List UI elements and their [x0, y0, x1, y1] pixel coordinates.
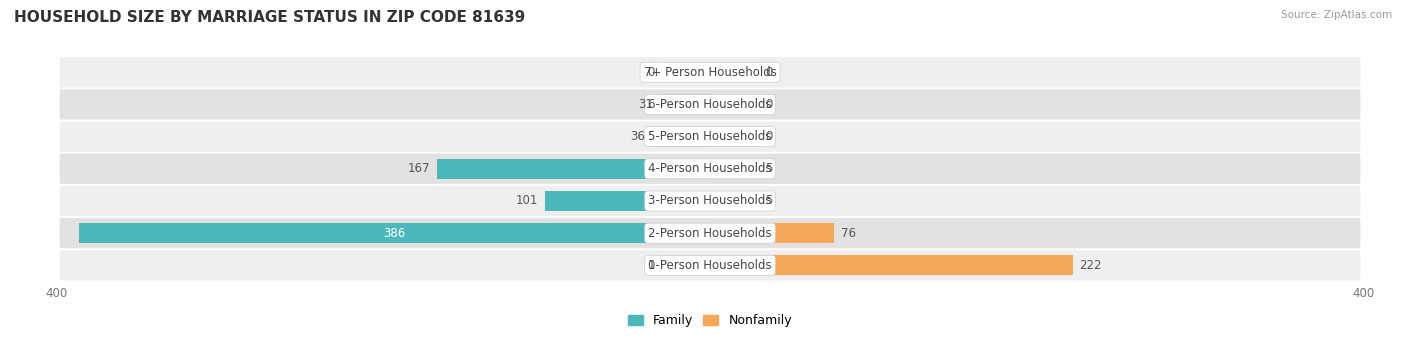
Text: 4-Person Households: 4-Person Households — [648, 162, 772, 175]
FancyBboxPatch shape — [59, 89, 1361, 120]
Text: 5: 5 — [766, 162, 773, 175]
Bar — [710, 255, 1073, 275]
Text: 3-Person Households: 3-Person Households — [648, 194, 772, 207]
Bar — [79, 223, 710, 243]
Bar — [546, 191, 710, 211]
Text: 5-Person Households: 5-Person Households — [648, 130, 772, 143]
Bar — [651, 127, 710, 147]
Text: 31: 31 — [638, 98, 652, 111]
Text: HOUSEHOLD SIZE BY MARRIAGE STATUS IN ZIP CODE 81639: HOUSEHOLD SIZE BY MARRIAGE STATUS IN ZIP… — [14, 10, 526, 25]
FancyBboxPatch shape — [59, 57, 1361, 87]
Bar — [659, 94, 710, 115]
Bar — [437, 159, 710, 179]
Bar — [710, 159, 759, 179]
Text: 6-Person Households: 6-Person Households — [648, 98, 772, 111]
Bar — [710, 62, 759, 82]
Bar — [661, 62, 710, 82]
Text: 386: 386 — [384, 227, 406, 240]
FancyBboxPatch shape — [59, 186, 1361, 216]
Text: 0: 0 — [766, 98, 773, 111]
Text: 0: 0 — [647, 66, 654, 79]
Text: Source: ZipAtlas.com: Source: ZipAtlas.com — [1281, 10, 1392, 20]
Text: 7+ Person Households: 7+ Person Households — [644, 66, 776, 79]
Legend: Family, Nonfamily: Family, Nonfamily — [628, 314, 792, 327]
Bar — [710, 94, 759, 115]
Text: 2-Person Households: 2-Person Households — [648, 227, 772, 240]
FancyBboxPatch shape — [59, 154, 1361, 184]
Text: 0: 0 — [766, 130, 773, 143]
FancyBboxPatch shape — [59, 121, 1361, 152]
Bar — [710, 191, 759, 211]
Bar — [710, 127, 759, 147]
Text: 101: 101 — [516, 194, 538, 207]
Text: 0: 0 — [647, 259, 654, 272]
Text: 0: 0 — [766, 66, 773, 79]
FancyBboxPatch shape — [59, 218, 1361, 248]
Bar — [710, 223, 834, 243]
Text: 222: 222 — [1080, 259, 1102, 272]
Text: 1-Person Households: 1-Person Households — [648, 259, 772, 272]
Text: 167: 167 — [408, 162, 430, 175]
FancyBboxPatch shape — [59, 250, 1361, 280]
Text: 76: 76 — [841, 227, 856, 240]
Text: 36: 36 — [630, 130, 644, 143]
Bar — [661, 255, 710, 275]
Text: 5: 5 — [766, 194, 773, 207]
